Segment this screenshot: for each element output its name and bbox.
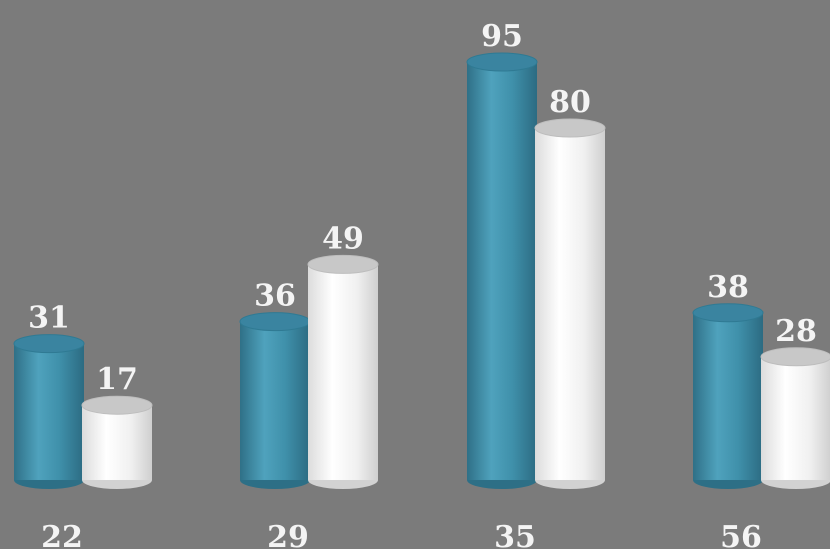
bar-s1-35 [466,52,538,489]
value-label: 80 [549,85,591,120]
value-label: 17 [96,362,138,397]
bar-top [239,312,311,332]
bar-body [14,343,84,480]
bar-body [82,405,152,480]
value-label: 49 [322,221,364,256]
bar-s2-56 [760,347,830,489]
bar-body [467,62,537,480]
bar-top [13,334,85,354]
bars-layer [13,52,830,489]
category-label: 56 [720,520,762,549]
category-label: 29 [267,520,309,549]
bar-top [760,347,830,367]
bar-s2-35 [534,118,606,489]
value-label: 36 [254,279,296,314]
labels-layer: 31 17 22 36 49 29 95 80 35 38 28 56 [28,19,817,549]
bar-top [692,303,764,323]
bar-s2-29 [307,254,379,489]
value-label: 31 [28,301,70,336]
value-label: 95 [481,19,523,54]
bar-body [240,321,310,480]
category-label: 22 [41,520,83,549]
bar-s1-29 [239,312,311,489]
value-label: 38 [707,270,749,305]
bar-body [308,264,378,480]
value-label: 28 [775,314,817,349]
bar-s1-56 [692,303,764,489]
bar-body [535,128,605,480]
bar-s1-22 [13,334,85,489]
bar-top [534,118,606,138]
bar-s2-22 [81,395,153,489]
bar-top [307,254,379,274]
bar-top [81,395,153,415]
category-label: 35 [494,520,536,549]
bar-body [693,312,763,480]
bar-body [761,356,830,480]
bar-top [466,52,538,72]
